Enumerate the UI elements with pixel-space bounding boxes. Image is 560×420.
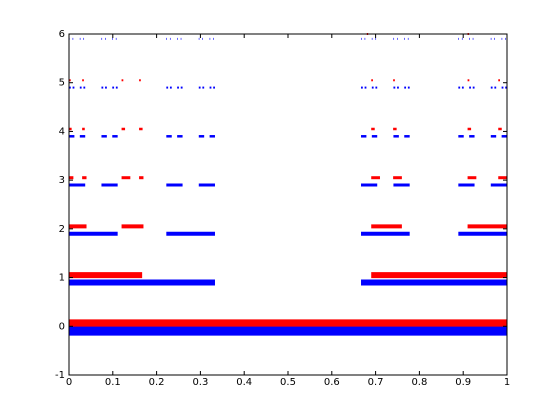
y-tick-label: 4 [59,126,65,137]
x-tick-label: 0.2 [149,377,165,388]
y-tick-label: 5 [59,78,65,89]
x-tick-label: 0.8 [411,377,427,388]
x-tick-label: 1 [504,377,510,388]
y-tick-label: 1 [59,273,65,284]
x-tick-label: 0 [66,377,72,388]
x-tick-label: 0.5 [280,377,296,388]
x-tick-label: 0.6 [324,377,340,388]
y-tick-label: 2 [59,224,65,235]
y-tick-label: 0 [59,321,65,332]
x-tick-label: 0.7 [368,377,384,388]
x-tick-label: 0.9 [455,377,471,388]
x-tick-label: 0.4 [236,377,252,388]
x-tick-label: 0.1 [105,377,121,388]
y-tick-label: 6 [59,29,65,40]
y-tick-label: 3 [59,175,65,186]
x-tick-label: 0.3 [192,377,208,388]
y-tick-label: -1 [55,370,65,381]
